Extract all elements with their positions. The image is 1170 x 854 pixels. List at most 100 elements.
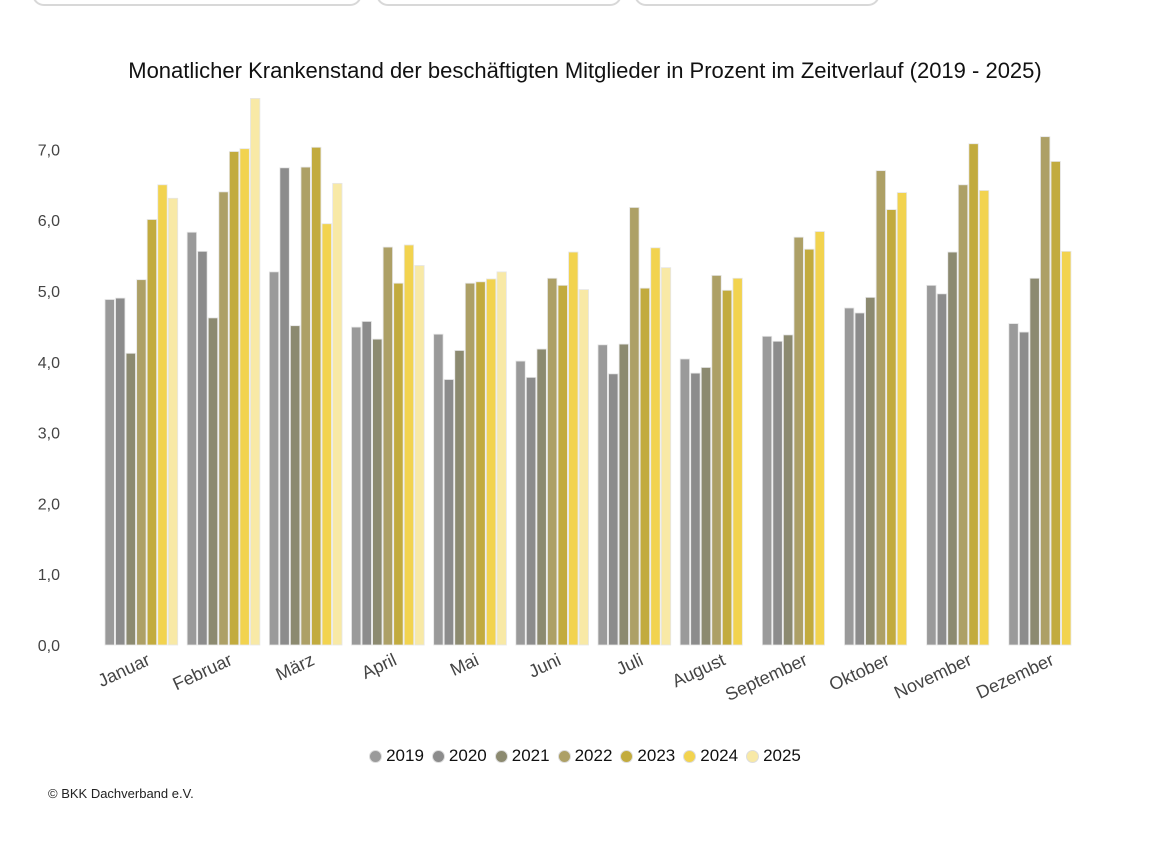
bar-2022-januar[interactable] [136,279,147,646]
bar-2019-juni[interactable] [515,360,526,646]
bar-2023-april[interactable] [393,282,404,646]
x-tick-label: Dezember [973,649,1057,702]
legend-label: 2022 [574,746,613,765]
bar-2025-juli[interactable] [660,267,672,646]
y-tick-label: 6,0 [38,213,60,230]
bar-2023-januar[interactable] [146,219,157,646]
legend-marker-icon [746,749,760,763]
bar-2024-dezember[interactable] [1061,250,1072,646]
bar-2023-mai[interactable] [475,281,486,646]
bar-2024-september[interactable] [814,231,825,646]
bar-2021-dezember[interactable] [1029,277,1040,646]
bar-2019-mai[interactable] [433,333,444,646]
bar-2020-april[interactable] [361,321,372,646]
legend-label: 2023 [637,746,676,765]
bar-2019-dezember[interactable] [1008,323,1019,646]
bar-2020-juli[interactable] [608,373,619,646]
bar-2023-august[interactable] [721,289,733,646]
y-tick-label: 4,0 [38,355,60,372]
bar-2022-februar[interactable] [218,191,229,646]
bar-2024-august[interactable] [732,277,743,646]
bar-2020-januar[interactable] [115,297,126,646]
bar-2024-mai[interactable] [486,278,497,646]
bar-2024-oktober[interactable] [896,192,908,646]
bar-2022-november[interactable] [957,184,969,646]
bar-2024-juli[interactable] [650,247,661,646]
bar-2020-august[interactable] [690,372,701,646]
bar-2020-märz[interactable] [279,167,290,646]
bar-2021-märz[interactable] [290,325,301,646]
bar-2024-november[interactable] [979,190,990,646]
legend-item-2022[interactable]: 2022 [557,746,613,766]
bar-2019-april[interactable] [351,326,362,646]
bar-2022-september[interactable] [793,236,804,646]
bar-2021-januar[interactable] [125,352,136,646]
legend-item-2020[interactable]: 2020 [431,746,487,766]
bar-2023-märz[interactable] [311,146,322,646]
bar-2020-mai[interactable] [443,379,455,646]
bar-2019-februar[interactable] [186,231,197,646]
legend-item-2019[interactable]: 2019 [369,746,424,766]
bar-2024-april[interactable] [403,244,415,646]
bar-2022-august[interactable] [711,275,722,646]
bar-2019-september[interactable] [761,335,773,646]
y-tick-label: 1,0 [38,567,60,584]
bar-2023-februar[interactable] [228,151,240,646]
bar-2022-juni[interactable] [547,277,558,646]
bar-2025-februar[interactable] [250,98,261,646]
bar-2024-märz[interactable] [321,223,332,646]
bar-2019-juli[interactable] [597,344,608,646]
bar-2019-januar[interactable] [104,299,115,646]
bar-2024-juni[interactable] [568,251,579,646]
bar-2021-juli[interactable] [618,343,629,646]
legend-item-2024[interactable]: 2024 [683,746,738,766]
bar-2022-mai[interactable] [464,282,476,646]
y-tick-label: 7,0 [38,142,60,159]
bar-2023-september[interactable] [804,248,815,646]
bar-2019-oktober[interactable] [844,307,855,646]
bar-2021-november[interactable] [947,251,958,646]
chart-title: Monatlicher Krankenstand der beschäftigt… [128,58,1041,83]
legend-item-2021[interactable]: 2021 [494,746,550,766]
bar-2020-februar[interactable] [197,250,208,646]
bar-2022-märz[interactable] [300,166,311,646]
bar-2022-dezember[interactable] [1040,136,1051,646]
bar-2025-mai[interactable] [496,271,507,646]
bar-2019-märz[interactable] [268,271,280,646]
bar-2021-august[interactable] [700,367,712,646]
bar-2025-juni[interactable] [578,289,589,646]
legend-item-2023[interactable]: 2023 [620,746,675,766]
legend-label: 2021 [511,746,550,765]
bar-2023-oktober[interactable] [886,209,897,646]
bar-2019-august[interactable] [679,358,690,646]
bar-2023-dezember[interactable] [1050,161,1061,646]
bar-2022-april[interactable] [382,246,393,646]
bar-2025-april[interactable] [414,265,425,646]
bar-2022-oktober[interactable] [875,170,886,646]
bar-2025-märz[interactable] [332,182,343,646]
bar-chart: Monatlicher Krankenstand der beschäftigt… [38,58,1072,705]
bar-2020-dezember[interactable] [1018,331,1030,646]
bar-2020-oktober[interactable] [854,312,865,646]
x-tick-label: August [669,649,728,691]
x-tick-label: Januar [95,649,153,690]
bar-2020-september[interactable] [772,340,783,646]
bar-2021-februar[interactable] [207,317,219,646]
bar-2019-november[interactable] [926,284,937,646]
bar-2021-juni[interactable] [536,348,547,646]
bar-2020-november[interactable] [936,293,948,646]
bar-2022-juli[interactable] [629,207,640,646]
bar-2021-oktober[interactable] [865,296,876,646]
bar-2021-mai[interactable] [454,350,465,646]
bar-2023-november[interactable] [968,143,979,646]
legend-marker-icon [620,749,634,763]
bar-2023-juli[interactable] [639,287,651,646]
bar-2024-januar[interactable] [157,184,168,646]
bar-2025-januar[interactable] [167,197,179,646]
bar-2023-juni[interactable] [557,284,568,646]
bar-2021-april[interactable] [372,338,383,646]
legend-item-2025[interactable]: 2025 [746,746,801,766]
bar-2020-juni[interactable] [525,376,537,646]
bar-2024-februar[interactable] [239,148,250,646]
bar-2021-september[interactable] [783,334,794,646]
